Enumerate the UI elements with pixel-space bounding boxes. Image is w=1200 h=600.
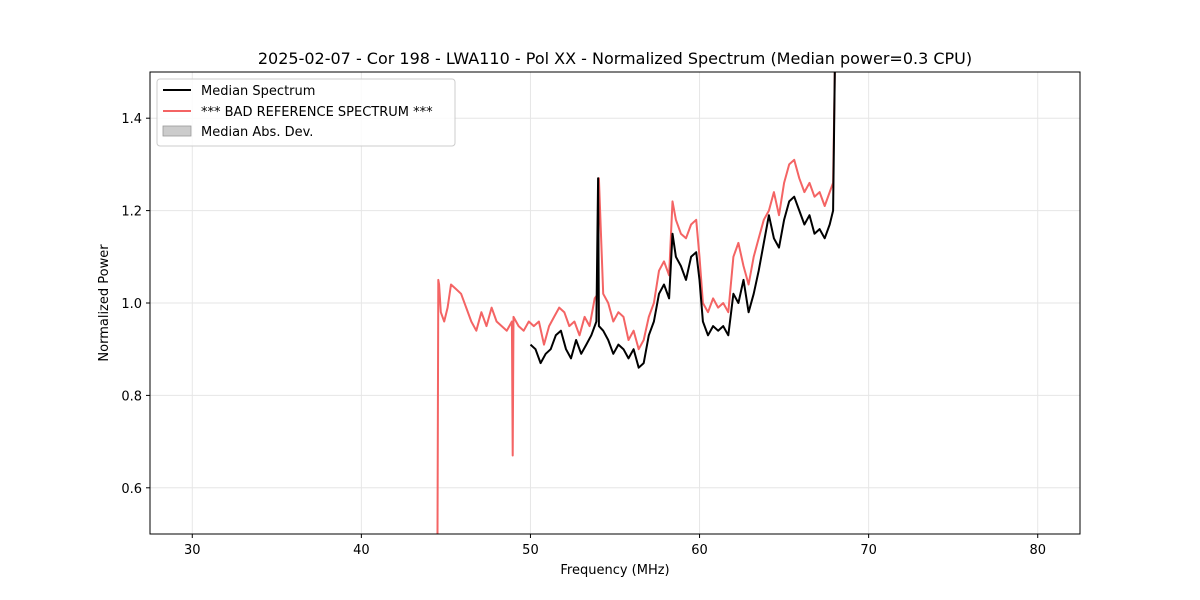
legend: Median Spectrum *** BAD REFERENCE SPECTR…: [156, 78, 456, 147]
y-axis: 0.6 0.8 1.0 1.2 1.4: [121, 112, 150, 497]
y-tick-label: 1.2: [121, 205, 142, 220]
x-tick-label: 60: [691, 543, 708, 558]
x-axis: 30 40 50 60 70 80: [184, 534, 1046, 558]
bad-reference-spectrum-line: [436, 72, 836, 534]
legend-swatch-median-abs-dev: [162, 125, 192, 137]
legend-box: [156, 78, 456, 147]
x-tick-label: 80: [1029, 543, 1046, 558]
y-tick-label: 0.6: [121, 482, 142, 497]
x-tick-label: 50: [522, 543, 539, 558]
x-tick-label: 70: [860, 543, 877, 558]
x-tick-label: 40: [353, 543, 370, 558]
series-layer: [436, 72, 836, 534]
x-tick-label: 30: [184, 543, 201, 558]
y-tick-label: 0.8: [121, 389, 142, 404]
legend-label-median-abs-dev: Median Abs. Dev.: [201, 125, 313, 140]
y-tick-label: 1.4: [121, 112, 142, 127]
y-tick-label: 1.0: [121, 297, 142, 312]
grid: [150, 72, 1080, 534]
chart-title: 2025-02-07 - Cor 198 - LWA110 - Pol XX -…: [258, 49, 972, 68]
series-group: [436, 72, 836, 534]
x-axis-label: Frequency (MHz): [560, 563, 669, 578]
legend-label-bad-reference: *** BAD REFERENCE SPECTRUM ***: [201, 105, 433, 120]
legend-label-median-spectrum: Median Spectrum: [201, 84, 315, 99]
median-spectrum-line: [529, 72, 836, 369]
y-axis-label: Normalized Power: [97, 244, 112, 362]
